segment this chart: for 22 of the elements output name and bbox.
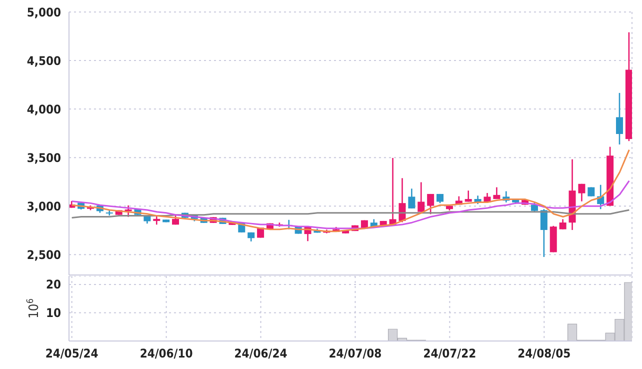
candlestick [559,218,566,230]
candlestick [578,183,586,202]
y-tick-label: 4,000 [26,102,61,116]
candlestick [540,208,548,258]
candlestick [418,182,425,212]
x-tick-label: 24/07/08 [328,346,382,361]
y-tick-label: 20 [46,278,61,292]
y-tick-label: 4,500 [26,54,61,68]
y-tick-label: 5,000 [26,5,61,20]
candlestick [616,92,623,146]
candlestick [408,188,416,210]
y-tick-label: 3,500 [26,150,61,165]
x-tick-label: 24/07/22 [423,346,476,361]
y-tick-label: 2,500 [26,248,61,262]
y-tick-label: 10 [46,306,61,320]
y-tick-label: 3,000 [26,199,61,214]
x-tick-label: 24/08/05 [518,346,571,361]
x-tick-label: 24/06/10 [140,346,193,361]
candlestick [124,204,132,218]
x-tick-label: 24/05/24 [45,346,99,361]
candlestick [427,193,434,215]
x-tick-label: 24/06/24 [234,346,288,361]
